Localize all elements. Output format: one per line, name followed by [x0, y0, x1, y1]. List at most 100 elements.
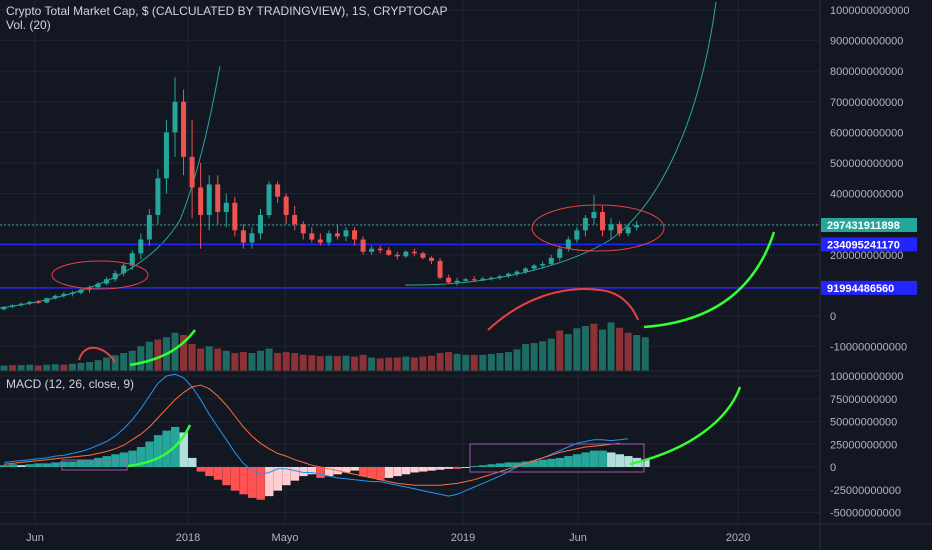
price-tag-label: 297431911898 [827, 220, 900, 232]
volume-bar [504, 352, 512, 371]
histogram-bar [8, 464, 17, 467]
volume-bar [453, 353, 461, 371]
grid-lines [0, 0, 820, 524]
volume-bar [556, 330, 564, 371]
candle-body [129, 253, 135, 266]
histogram-bar [615, 454, 624, 467]
candle-body [497, 276, 503, 278]
histogram-bar [179, 432, 188, 467]
macd-tick-label: 50000000000 [830, 417, 897, 429]
histogram-bar [342, 467, 351, 473]
candle-body [488, 277, 494, 279]
time-tick-label: Jun [569, 532, 587, 544]
histogram-bar [196, 467, 206, 472]
volume-bar [316, 356, 324, 371]
histogram-bar [222, 467, 231, 486]
time-axis[interactable]: Jun 2018 Mayo 2019 Jun 2020 [26, 532, 750, 544]
volume-bar [205, 346, 213, 371]
volume-bar [376, 358, 384, 371]
volume-bar [539, 341, 547, 371]
histogram-bar [555, 457, 565, 467]
volume-bar [393, 357, 401, 371]
candle-body [215, 184, 221, 212]
candle-body [1, 306, 7, 310]
volume-bar [68, 363, 76, 371]
candle-body [411, 251, 417, 254]
price-tick-label: 800000000000 [830, 66, 903, 78]
candle-body [104, 279, 110, 284]
volume-bar [624, 332, 632, 371]
price-tick-label: 500000000000 [830, 158, 903, 170]
volume-bar [51, 364, 59, 371]
volume-bar [479, 354, 487, 371]
volume-bar [487, 353, 495, 371]
volume-bar [145, 341, 153, 371]
volume-bar [299, 354, 307, 371]
volume-bar [496, 353, 504, 371]
candle-body [446, 277, 452, 283]
histogram-bar [247, 467, 257, 498]
price-tag-bg [821, 237, 917, 252]
volume-bar [530, 343, 538, 371]
candle-body [582, 218, 588, 231]
macd-axis[interactable]: 100000000000 75000000000 50000000000 250000… [830, 371, 903, 520]
histogram-bar [213, 467, 223, 480]
volume-bar [462, 354, 470, 371]
volume-bar [351, 356, 359, 371]
candle-body [369, 248, 375, 252]
time-tick-label: Jun [26, 532, 44, 544]
histogram-bar [0, 465, 9, 467]
candle-body [531, 265, 537, 269]
candle-body [275, 184, 281, 197]
price-tick-label: 400000000000 [830, 189, 903, 201]
volume-bar [103, 357, 111, 371]
parabolic-curve-2019 [404, 1, 717, 286]
volume-bar [445, 352, 453, 371]
price-tag-label: 234095241170 [827, 239, 900, 251]
volume-bar [573, 328, 581, 371]
price-tick-label: 0 [830, 311, 836, 323]
histogram-bar [85, 459, 94, 467]
histogram-bar [34, 463, 43, 467]
histogram-bar [564, 456, 573, 467]
volume-bar [120, 353, 128, 371]
macd-tick-label: -25000000000 [830, 485, 901, 497]
histogram-bar [136, 446, 146, 467]
volume-bar [214, 348, 222, 371]
candle-body [420, 253, 426, 258]
histogram-bar [410, 467, 419, 473]
histogram-bar [453, 467, 462, 469]
volume-bar [9, 365, 17, 371]
volume-bar [180, 335, 188, 371]
candle-body [386, 250, 392, 255]
histogram-bar [495, 463, 505, 467]
volume-bar [419, 356, 427, 371]
volume-bar [590, 323, 598, 371]
histogram-bar [265, 467, 274, 497]
candle-body [95, 283, 101, 288]
volume-bar [547, 338, 555, 371]
histogram-bar [504, 462, 513, 467]
candle-body [18, 303, 24, 306]
macd-tick-label: -50000000000 [830, 508, 901, 520]
candle-body [591, 211, 597, 219]
volume-bar [17, 365, 25, 371]
volume-bar [402, 356, 410, 371]
price-axis[interactable]: -100000000000020000000000030000000000040… [830, 5, 910, 354]
candle-body [10, 305, 16, 307]
candle-body [292, 215, 298, 225]
candle-body [377, 248, 383, 251]
volume-bar [308, 355, 316, 371]
volume-bar [222, 350, 230, 371]
candle-body [360, 239, 366, 252]
histogram-bar [436, 467, 445, 470]
histogram-bar [418, 467, 428, 472]
volume-bar [428, 355, 435, 371]
volume-bar [359, 354, 367, 371]
volume-bar [197, 348, 205, 371]
candle-body [394, 254, 400, 257]
volume-bar [641, 337, 649, 371]
volume-bar [154, 339, 162, 371]
candle-body [198, 187, 204, 216]
candle-body [454, 280, 460, 283]
